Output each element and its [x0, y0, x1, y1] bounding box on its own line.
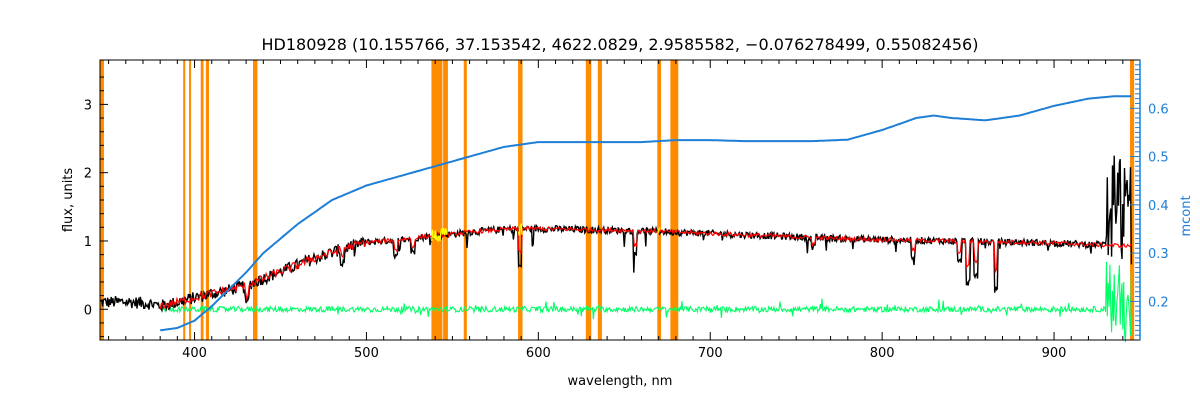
masked-model-segment-3: [657, 227, 661, 234]
mask-region-6: [252, 60, 258, 340]
residual-series: [159, 261, 1132, 343]
mask-region-10: [518, 60, 523, 340]
x-tick-label: 400: [182, 346, 207, 361]
x-axis: 400 500 600 700 800 900: [108, 60, 1124, 361]
mask-region-8: [443, 60, 448, 340]
mask-region-13: [657, 60, 662, 340]
mask-region-15: [1130, 60, 1135, 340]
x-tick-label: 700: [698, 346, 723, 361]
mask-region-12: [597, 60, 602, 340]
model-flux-line: [159, 225, 1132, 311]
mask-region-11: [585, 60, 592, 340]
right-tick-label: 0.3: [1148, 247, 1169, 262]
mask-region-3: [189, 60, 192, 340]
mask-region-2: [183, 60, 186, 340]
masked-model-segment-2: [517, 223, 523, 236]
right-tick-label: 0.6: [1148, 102, 1169, 117]
x-tick-label: 800: [870, 346, 895, 361]
y-tick-label: 2: [84, 167, 92, 182]
y-tick-label: 0: [84, 303, 92, 318]
masked-model-segment-1: [431, 228, 448, 242]
mask-region-5: [205, 60, 209, 340]
right-tick-label: 0.5: [1148, 151, 1169, 166]
right-axis-label: mcont: [1179, 195, 1194, 236]
x-tick-label: 900: [1042, 346, 1067, 361]
mask-region-7: [431, 60, 443, 340]
mask-region-9: [463, 60, 467, 340]
y-axis: 0 1 2 3: [84, 76, 108, 338]
continuum-line: [160, 95, 1132, 332]
mask-region-4: [200, 60, 204, 340]
chart-title: HD180928 (10.155766, 37.153542, 4622.082…: [262, 35, 979, 54]
x-tick-label: 600: [526, 346, 551, 361]
y-axis-label: flux, units: [61, 168, 76, 233]
mask-region-14: [670, 60, 679, 340]
model-flux-series: [159, 223, 1132, 311]
mask-regions: [100, 60, 1135, 340]
residual-line: [159, 261, 1132, 343]
continuum-series: [160, 95, 1132, 332]
y-tick-label: 1: [84, 235, 92, 250]
observed-flux-line: [99, 155, 1133, 313]
right-tick-label: 0.4: [1148, 199, 1169, 214]
x-tick-label: 500: [354, 346, 379, 361]
observed-flux-series: [99, 155, 1133, 313]
y-tick-label: 3: [84, 98, 92, 113]
x-axis-label: wavelength, nm: [568, 374, 673, 389]
right-tick-label: 0.2: [1148, 295, 1169, 310]
right-axis: 0.2 0.3 0.4 0.5 0.6: [1130, 60, 1169, 340]
